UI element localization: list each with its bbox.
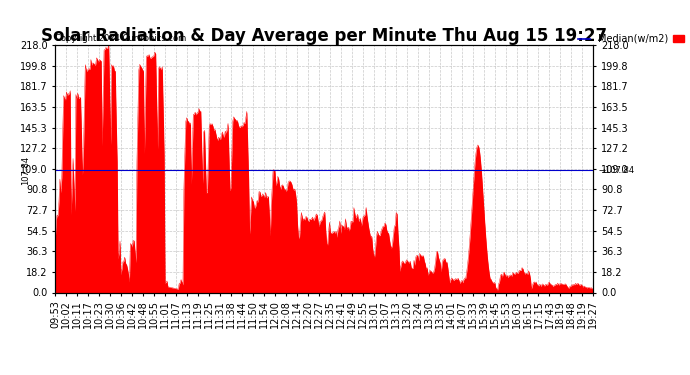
Text: →107.84: →107.84 <box>599 166 635 175</box>
Legend: Median(w/m2), Radiation(w/m2): Median(w/m2), Radiation(w/m2) <box>574 30 690 48</box>
Text: Copyright 2024 Curtronics.com: Copyright 2024 Curtronics.com <box>55 33 186 42</box>
Title: Solar Radiation & Day Average per Minute Thu Aug 15 19:27: Solar Radiation & Day Average per Minute… <box>41 27 607 45</box>
Text: 107.84: 107.84 <box>21 156 30 184</box>
